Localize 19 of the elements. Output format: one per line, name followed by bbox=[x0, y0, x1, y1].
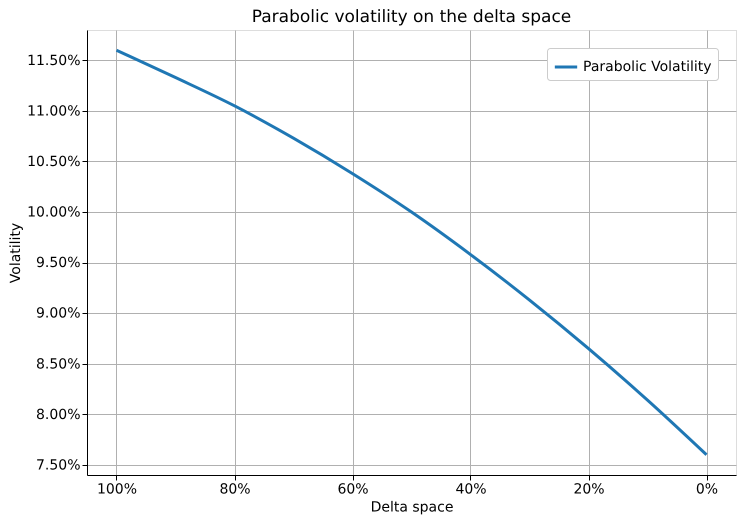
y-tick-label: 10.00% bbox=[27, 204, 80, 221]
y-tick-label: 9.00% bbox=[36, 306, 80, 322]
y-tick-label: 8.50% bbox=[36, 356, 80, 372]
y-tick-label: 7.50% bbox=[36, 457, 80, 474]
x-tick-label: 100% bbox=[96, 482, 138, 498]
x-axis-title: Delta space bbox=[370, 500, 454, 516]
x-tick-label: 80% bbox=[219, 482, 251, 498]
chart-title: Parabolic volatility on the delta space bbox=[252, 7, 572, 27]
x-tick-label: 20% bbox=[573, 482, 605, 498]
y-tick-label: 11.00% bbox=[27, 103, 80, 120]
legend-label: Parabolic Volatility bbox=[583, 59, 712, 75]
y-axis-title: Volatility bbox=[8, 222, 24, 284]
y-tick-label: 9.50% bbox=[36, 255, 80, 272]
y-tick-label: 11.50% bbox=[27, 52, 80, 69]
y-tick-label: 8.00% bbox=[36, 406, 80, 423]
x-tick-label: 0% bbox=[696, 482, 718, 498]
x-tick-label: 40% bbox=[455, 482, 487, 498]
x-tick-label: 60% bbox=[337, 482, 369, 498]
y-tick-label: 10.50% bbox=[27, 154, 80, 170]
